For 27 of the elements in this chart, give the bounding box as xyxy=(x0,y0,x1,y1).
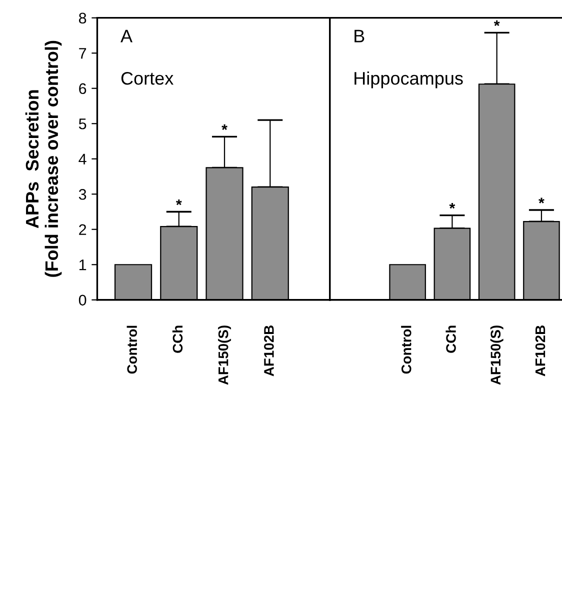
y-tick-label: 3 xyxy=(78,188,86,200)
annotation: A xyxy=(120,30,132,42)
y-axis-title: APPs Secretion (Fold increase over control) xyxy=(25,40,62,277)
x-tick-label: CCh xyxy=(172,326,183,353)
annotation: Cortex xyxy=(121,72,174,85)
annotation: * xyxy=(538,198,544,204)
annotation: * xyxy=(494,20,500,26)
y-tick-label: 4 xyxy=(78,154,86,164)
annotation: Hippocampus xyxy=(354,71,463,88)
y-tick-label: 1 xyxy=(79,260,86,270)
x-tick-label: AF150(S) xyxy=(218,326,231,385)
y-tick-label: 2 xyxy=(79,224,86,235)
annotation: B xyxy=(354,30,364,42)
annotation: * xyxy=(176,199,182,206)
y-tick-label: 7 xyxy=(79,48,86,59)
x-tick-label: CCh xyxy=(446,326,456,353)
x-tick-label: AF150(S) xyxy=(490,326,504,385)
x-tick-label: AF102B xyxy=(535,326,546,376)
y-tick-label: 0 xyxy=(78,294,86,306)
x-tick-label: Control xyxy=(126,326,137,374)
annotation: * xyxy=(222,124,228,130)
y-tick-label: 6 xyxy=(79,83,86,94)
y-tick-label: 8 xyxy=(78,12,86,24)
annotation: * xyxy=(449,202,456,209)
y-tick-label: 5 xyxy=(78,118,86,130)
x-tick-label: Control xyxy=(401,326,412,374)
x-tick-label: AF102B xyxy=(264,326,274,376)
